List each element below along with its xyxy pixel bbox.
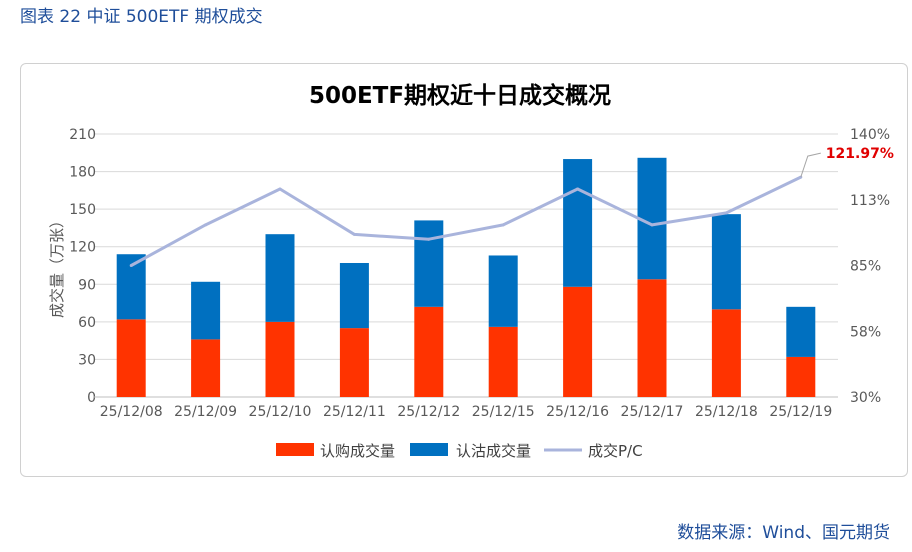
bar-call bbox=[116, 319, 146, 397]
bar-put bbox=[711, 214, 741, 310]
pc-line bbox=[130, 175, 802, 267]
x-tick-label: 25/12/19 bbox=[769, 404, 832, 420]
y-right-tick-label: 30% bbox=[850, 390, 881, 406]
legend-label-call: 认购成交量 bbox=[320, 442, 395, 460]
bar-call bbox=[414, 306, 444, 397]
bar-put bbox=[265, 234, 295, 322]
bar-call bbox=[711, 309, 741, 397]
y-left-tick-label: 120 bbox=[69, 240, 96, 256]
x-tick-label: 25/12/10 bbox=[249, 404, 312, 420]
y-right-tick-label: 140% bbox=[850, 127, 890, 143]
x-tick-label: 25/12/15 bbox=[472, 404, 535, 420]
legend-swatch-put bbox=[410, 443, 448, 456]
x-tick-label: 25/12/18 bbox=[695, 404, 758, 420]
pc-point bbox=[724, 211, 728, 215]
x-tick-label: 25/12/16 bbox=[546, 404, 609, 420]
source-note: 数据来源：Wind、国元期货 bbox=[677, 523, 890, 543]
pc-point bbox=[352, 232, 356, 236]
y-axis-title: 成交量（万张） bbox=[48, 213, 66, 318]
y-right-tick-label: 58% bbox=[850, 324, 881, 340]
x-tick-label: 25/12/08 bbox=[100, 404, 163, 420]
legend-swatch-call bbox=[276, 443, 314, 456]
pc-point bbox=[427, 237, 431, 241]
pc-point bbox=[650, 223, 654, 227]
y-left-tick-label: 180 bbox=[69, 165, 96, 181]
bar-call bbox=[265, 321, 295, 397]
legend-label-pc: 成交P/C bbox=[588, 442, 643, 460]
bar-call bbox=[488, 326, 518, 397]
y-left-tick-label: 0 bbox=[87, 390, 96, 406]
chart-frame bbox=[20, 63, 908, 477]
figure-caption: 图表 22 中证 500ETF 期权成交 bbox=[20, 7, 263, 27]
annotation-leader bbox=[800, 152, 821, 178]
pc-point bbox=[129, 264, 133, 267]
bar-call bbox=[637, 279, 667, 397]
y-left-tick-label: 30 bbox=[78, 352, 96, 368]
bar-put bbox=[191, 281, 221, 340]
bar-call bbox=[563, 286, 593, 397]
bar-put bbox=[414, 220, 444, 307]
bar-put bbox=[786, 306, 816, 357]
pc-annotation-label: 121.97% bbox=[826, 146, 894, 162]
pc-point bbox=[278, 187, 282, 191]
x-tick-label: 25/12/09 bbox=[174, 404, 237, 420]
y-left-tick-label: 90 bbox=[78, 277, 96, 293]
y-left-tick-label: 60 bbox=[78, 315, 96, 331]
bar-put bbox=[488, 255, 518, 327]
x-tick-label: 25/12/17 bbox=[621, 404, 684, 420]
pc-point bbox=[501, 223, 505, 227]
legend-label-put: 认沽成交量 bbox=[456, 442, 531, 460]
y-right-tick-label: 85% bbox=[850, 259, 881, 275]
bar-put bbox=[339, 262, 369, 329]
bar-call bbox=[339, 328, 369, 397]
y-left-tick-label: 150 bbox=[69, 202, 96, 218]
x-tick-label: 25/12/12 bbox=[397, 404, 460, 420]
pc-point bbox=[576, 187, 580, 191]
x-tick-label: 25/12/11 bbox=[323, 404, 386, 420]
bar-call bbox=[786, 356, 816, 397]
y-left-tick-label: 210 bbox=[69, 127, 96, 143]
bar-call bbox=[191, 339, 221, 397]
chart-title: 500ETF期权近十日成交概况 bbox=[309, 82, 611, 109]
pc-point bbox=[204, 223, 208, 227]
y-right-tick-label: 113% bbox=[850, 193, 890, 209]
bar-put bbox=[563, 159, 593, 287]
